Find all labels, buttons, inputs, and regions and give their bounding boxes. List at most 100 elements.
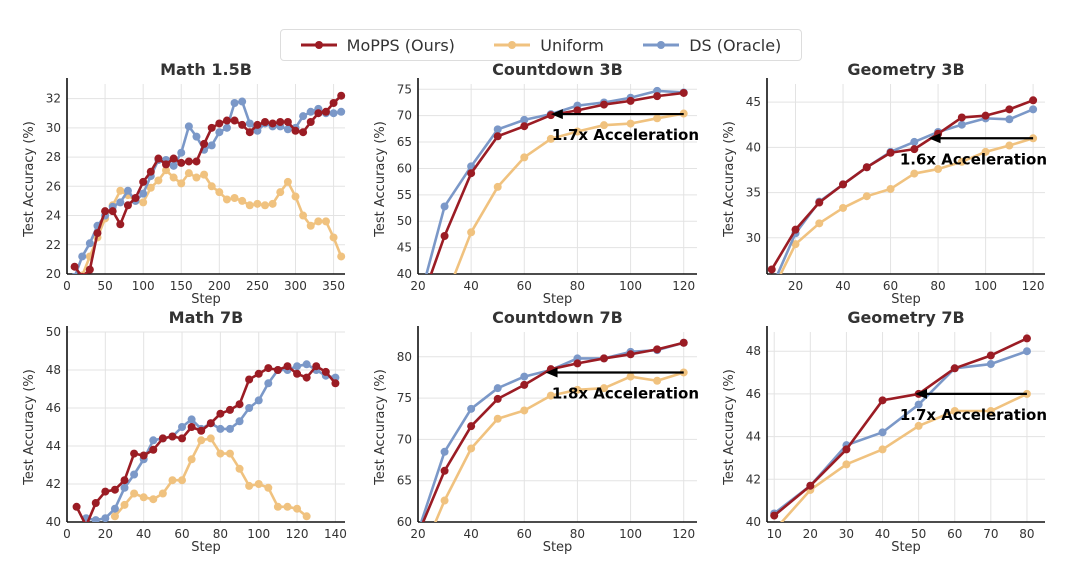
x-tick-label: 300 xyxy=(284,279,307,293)
series-line-mopps-ours xyxy=(770,99,1034,271)
data-point-mopps-ours xyxy=(626,350,635,359)
data-point-mopps-ours xyxy=(302,373,311,382)
data-point-mopps-ours xyxy=(70,262,79,271)
data-point-uniform xyxy=(238,196,247,205)
data-point-uniform xyxy=(573,127,582,136)
x-tick-label: 100 xyxy=(619,279,642,293)
x-tick-label: 140 xyxy=(324,527,347,541)
series-group xyxy=(767,96,1038,296)
data-point-uniform xyxy=(815,219,824,228)
arrow-head-icon xyxy=(915,388,928,399)
data-point-ds-oracle xyxy=(878,428,887,437)
panel-geometry-3b: 20 40 60 80 100 120 30 35 40 45 Geometry 3B Step Tes… xyxy=(722,60,1047,307)
series-line-mopps-ours xyxy=(75,364,337,522)
data-point-mopps-ours xyxy=(206,419,215,428)
data-point-mopps-ours xyxy=(222,116,231,125)
data-point-mopps-ours xyxy=(238,120,247,129)
data-point-mopps-ours xyxy=(520,380,529,389)
data-point-ds-oracle xyxy=(101,514,110,522)
data-point-uniform xyxy=(878,445,887,454)
data-point-uniform xyxy=(222,195,231,204)
legend-item-uniform: Uniform xyxy=(494,36,604,55)
data-point-ds-oracle xyxy=(520,115,529,124)
series-line-uniform xyxy=(453,112,684,274)
data-point-mopps-ours xyxy=(1022,334,1031,343)
data-point-ds-oracle xyxy=(254,396,263,405)
data-point-uniform xyxy=(791,240,800,249)
data-point-uniform xyxy=(206,434,215,443)
data-point-mopps-ours xyxy=(1029,96,1038,105)
data-point-mopps-ours xyxy=(261,118,270,126)
legend-label-uniform: Uniform xyxy=(540,35,604,55)
data-point-mopps-ours xyxy=(169,154,178,163)
data-point-uniform xyxy=(253,199,262,208)
data-point-mopps-ours xyxy=(679,88,688,97)
y-tick-label: 80 xyxy=(397,350,412,364)
legend-item-mopps: MoPPS (Ours) xyxy=(300,36,455,55)
x-axis-label: Step xyxy=(543,540,573,555)
acceleration-annotation: 1.6x Acceleration xyxy=(900,150,1047,168)
data-point-uniform xyxy=(158,489,167,498)
y-tick-label: 48 xyxy=(746,344,761,358)
data-point-mopps-ours xyxy=(600,354,608,363)
data-point-mopps-ours xyxy=(245,128,254,137)
data-point-uniform xyxy=(146,183,155,192)
data-point-uniform xyxy=(216,449,225,458)
chart-title: Geometry 7B xyxy=(847,308,964,327)
data-point-mopps-ours xyxy=(177,158,186,167)
data-point-mopps-ours xyxy=(215,119,224,128)
series-group xyxy=(770,334,1031,522)
data-point-uniform xyxy=(314,217,323,226)
legend-swatch-uniform xyxy=(494,41,531,49)
data-point-uniform xyxy=(981,147,990,156)
data-point-uniform xyxy=(842,460,851,469)
data-point-uniform xyxy=(71,277,79,285)
x-tick-label: 120 xyxy=(672,279,695,293)
data-point-mopps-ours xyxy=(321,107,330,116)
data-point-uniform xyxy=(414,559,422,567)
data-point-uniform xyxy=(653,114,662,123)
data-point-ds-oracle xyxy=(230,99,239,107)
data-point-uniform xyxy=(261,201,270,210)
y-tick-label: 65 xyxy=(397,474,412,488)
x-tick-label: 100 xyxy=(974,279,997,293)
x-tick-label: 150 xyxy=(170,279,193,293)
x-tick-label: 80 xyxy=(570,279,585,293)
x-tick-label: 20 xyxy=(410,527,425,541)
data-point-uniform xyxy=(493,182,502,191)
data-point-mopps-ours xyxy=(910,145,919,154)
data-point-ds-oracle xyxy=(245,404,254,412)
data-point-mopps-ours xyxy=(815,198,824,207)
data-point-mopps-ours xyxy=(767,265,776,274)
data-point-ds-oracle xyxy=(440,202,449,211)
x-axis-label: Step xyxy=(191,540,221,555)
data-point-uniform xyxy=(178,476,187,485)
data-point-mopps-ours xyxy=(306,118,315,126)
data-point-mopps-ours xyxy=(878,396,887,405)
data-point-mopps-ours xyxy=(254,369,263,378)
data-point-ds-oracle xyxy=(1029,105,1038,114)
x-tick-label: 100 xyxy=(619,527,642,541)
data-point-uniform xyxy=(273,502,282,511)
data-point-mopps-ours xyxy=(178,434,187,443)
x-axis-label: Step xyxy=(891,540,921,555)
data-point-uniform xyxy=(600,384,608,393)
data-point-mopps-ours xyxy=(653,92,662,101)
data-point-uniform xyxy=(546,391,555,400)
y-tick-label: 46 xyxy=(46,401,61,415)
data-point-mopps-ours xyxy=(299,128,308,137)
data-point-uniform xyxy=(768,288,776,296)
x-tick-label: 80 xyxy=(1019,527,1034,541)
data-point-mopps-ours xyxy=(770,511,779,520)
data-point-mopps-ours xyxy=(986,351,995,360)
chart-title: Geometry 3B xyxy=(847,60,964,79)
x-tick-label: 40 xyxy=(464,527,479,541)
legend-swatch-mopps xyxy=(300,41,337,49)
data-point-ds-oracle xyxy=(123,186,132,195)
y-tick-label: 60 xyxy=(397,515,412,529)
data-point-uniform xyxy=(187,455,196,464)
data-point-mopps-ours xyxy=(230,116,239,125)
x-tick-label: 120 xyxy=(286,527,309,541)
data-point-uniform xyxy=(467,228,476,237)
x-tick-label: 250 xyxy=(246,279,269,293)
